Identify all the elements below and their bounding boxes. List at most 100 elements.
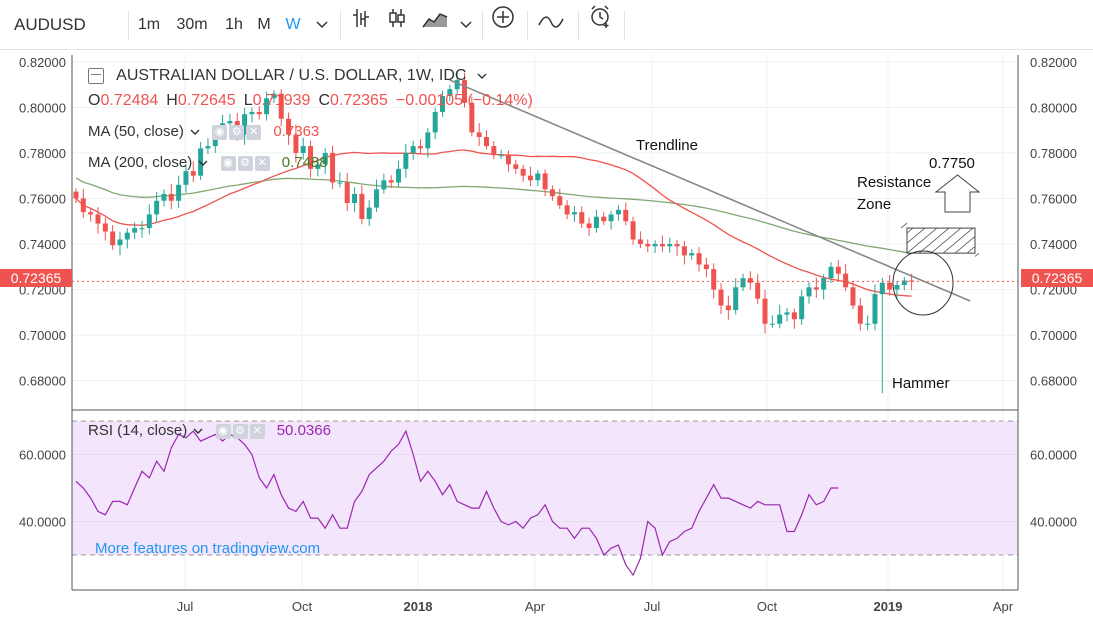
candle-body: [725, 305, 731, 311]
candle-body: [571, 212, 577, 215]
candle-style-icon[interactable]: [382, 0, 412, 49]
candle-body: [249, 111, 255, 115]
candle-body: [300, 146, 306, 153]
toolbar-divider: [128, 10, 129, 40]
candle-body: [227, 121, 233, 124]
symbol-search[interactable]: AUDUSD: [14, 15, 86, 34]
ma50-legend: MA (50, close) ◉ ⚙ ✕ 0.7363: [88, 123, 319, 140]
y-tick-label-right: 0.78000: [1030, 146, 1077, 161]
legend-settings-icon[interactable]: [88, 68, 104, 85]
interval-1h[interactable]: 1h: [225, 16, 243, 33]
candle-body: [154, 200, 160, 215]
gear-icon[interactable]: ⚙: [229, 124, 245, 140]
hatch-line: [900, 222, 908, 229]
candle-body: [461, 80, 467, 103]
x-tick-label: Oct: [292, 599, 313, 614]
high-value: 0.72645: [177, 92, 236, 109]
close-icon[interactable]: ✕: [246, 124, 262, 140]
candle-body: [835, 266, 841, 274]
candle-body: [124, 232, 130, 240]
hatch-line: [974, 252, 980, 257]
candle-body: [901, 280, 907, 286]
candle-body: [623, 209, 629, 222]
interval-1m[interactable]: 1m: [137, 16, 161, 33]
low-label: L: [243, 92, 253, 109]
chevron-down-icon[interactable]: [477, 67, 487, 84]
candle-body: [381, 180, 387, 190]
candle-body: [887, 282, 893, 290]
candle-body: [344, 182, 350, 204]
y-tick-label-right: 0.68000: [1030, 374, 1077, 389]
y-tick-label-left: 0.80000: [19, 100, 66, 115]
chevron-down-icon[interactable]: [190, 123, 200, 140]
chevron-down-icon[interactable]: [310, 0, 334, 49]
candle-body: [176, 184, 182, 201]
candle-body: [337, 182, 343, 184]
ma50-value: 0.7363: [273, 123, 320, 140]
open-label: O: [88, 92, 101, 109]
candle-body: [80, 198, 86, 213]
open-value: 0.72484: [100, 92, 159, 109]
candle-body: [117, 239, 123, 246]
hatch-line: [966, 246, 976, 254]
y-tick-label-right: 0.82000: [1030, 55, 1077, 70]
x-tick-label: Jul: [644, 599, 661, 614]
x-tick-label: 2018: [404, 599, 433, 614]
candle-body: [615, 209, 621, 215]
hammer-label: Hammer: [892, 375, 950, 392]
y-tick-label-right: 0.80000: [1030, 100, 1077, 115]
candle-body: [909, 280, 915, 282]
eye-icon[interactable]: ◉: [212, 124, 228, 140]
candle-body: [330, 152, 336, 183]
indicator-icon[interactable]: [533, 0, 569, 49]
toolbar-divider: [340, 10, 341, 40]
candle-body: [806, 287, 812, 297]
candle-body: [645, 244, 651, 247]
candle-body: [308, 146, 314, 169]
highlight-circle: [892, 250, 954, 316]
alert-clock-icon[interactable]: [584, 0, 618, 49]
candle-body: [667, 244, 673, 247]
promo-link[interactable]: More features on tradingview.com: [95, 540, 321, 557]
eye-icon[interactable]: ◉: [220, 155, 236, 171]
gear-icon[interactable]: ⚙: [232, 423, 248, 439]
candle-body: [879, 282, 885, 295]
candle-body: [513, 164, 519, 169]
close-icon[interactable]: ✕: [254, 155, 270, 171]
resistance-label: Resistance: [857, 174, 932, 191]
candle-body: [557, 196, 563, 206]
candle-body: [110, 231, 116, 246]
chevron-down-icon[interactable]: [198, 154, 208, 171]
x-tick-label: Oct: [757, 599, 778, 614]
eye-icon[interactable]: ◉: [215, 423, 231, 439]
bar-style-icon[interactable]: [346, 0, 376, 49]
candle-body: [322, 152, 328, 165]
interval-30m[interactable]: 30m: [176, 16, 208, 33]
candle-body: [73, 191, 79, 199]
y-tick-label-right: 0.70000: [1030, 328, 1077, 343]
add-compare-icon[interactable]: [488, 0, 518, 49]
ma50-label: MA (50, close): [88, 123, 184, 140]
candle-body: [271, 93, 277, 99]
interval-week[interactable]: W: [285, 16, 301, 33]
chevron-down-icon[interactable]: [193, 422, 203, 439]
candle-body: [637, 239, 643, 245]
candle-body: [278, 93, 284, 119]
area-style-icon[interactable]: [418, 0, 452, 49]
candle-body: [681, 246, 687, 256]
candle-body: [374, 189, 380, 208]
interval-month[interactable]: M: [257, 16, 271, 33]
chevron-down-icon[interactable]: [455, 0, 477, 49]
gear-icon[interactable]: ⚙: [237, 155, 253, 171]
rsi-band: [72, 421, 1018, 555]
candle-body: [740, 278, 746, 288]
y-tick-label-left: 0.70000: [19, 328, 66, 343]
close-icon[interactable]: ✕: [249, 423, 265, 439]
candle-body: [733, 287, 739, 311]
candle-body: [183, 171, 189, 185]
candle-body: [747, 278, 753, 283]
ma200-line: [75, 177, 912, 255]
toolbar-divider: [482, 10, 483, 40]
hatch-line: [906, 227, 926, 244]
